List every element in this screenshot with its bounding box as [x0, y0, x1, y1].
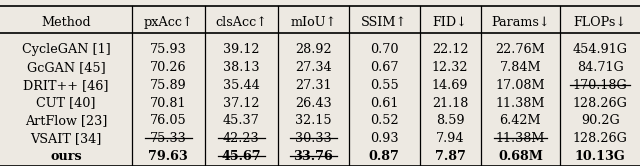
Text: 38.13: 38.13 [223, 61, 259, 74]
Text: GcGAN [45]: GcGAN [45] [26, 61, 105, 74]
Text: Params↓: Params↓ [491, 16, 550, 29]
Text: 45.67: 45.67 [221, 150, 261, 163]
Text: 0.87: 0.87 [369, 150, 399, 163]
Text: 27.31: 27.31 [295, 79, 332, 92]
Text: 70.81: 70.81 [150, 97, 186, 110]
Text: 17.08M: 17.08M [495, 79, 545, 92]
Text: 454.91G: 454.91G [573, 43, 628, 56]
Text: 30.33: 30.33 [295, 132, 332, 145]
Text: 84.71G: 84.71G [577, 61, 623, 74]
Text: ours: ours [50, 150, 82, 163]
Text: FLOPs↓: FLOPs↓ [573, 16, 627, 29]
Text: 35.44: 35.44 [223, 79, 260, 92]
Text: 79.63: 79.63 [148, 150, 188, 163]
Text: DRIT++ [46]: DRIT++ [46] [23, 79, 109, 92]
Text: 0.70: 0.70 [370, 43, 399, 56]
Text: 10.13G: 10.13G [575, 150, 625, 163]
Text: clsAcc↑: clsAcc↑ [215, 16, 268, 29]
Text: CycleGAN [1]: CycleGAN [1] [22, 43, 110, 56]
Text: 12.32: 12.32 [432, 61, 468, 74]
Text: 39.12: 39.12 [223, 43, 259, 56]
Text: 75.89: 75.89 [150, 79, 187, 92]
Text: 90.2G: 90.2G [580, 114, 620, 127]
Text: Method: Method [41, 16, 91, 29]
Text: 42.23: 42.23 [223, 132, 260, 145]
Text: 28.92: 28.92 [295, 43, 332, 56]
Text: 0.61: 0.61 [370, 97, 398, 110]
Text: SSIM↑: SSIM↑ [361, 16, 407, 29]
Text: 22.76M: 22.76M [495, 43, 545, 56]
Text: 170.18G: 170.18G [573, 79, 627, 92]
Text: 75.33: 75.33 [150, 132, 187, 145]
Text: 21.18: 21.18 [432, 97, 468, 110]
Text: 37.12: 37.12 [223, 97, 259, 110]
Text: 128.26G: 128.26G [573, 97, 628, 110]
Text: VSAIT [34]: VSAIT [34] [30, 132, 102, 145]
Text: 7.84M: 7.84M [500, 61, 541, 74]
Text: mIoU↑: mIoU↑ [290, 16, 336, 29]
Text: 45.37: 45.37 [223, 114, 260, 127]
Text: CUT [40]: CUT [40] [36, 97, 95, 110]
Text: pxAcc↑: pxAcc↑ [143, 16, 193, 29]
Text: 11.38M: 11.38M [495, 97, 545, 110]
Text: 11.38M: 11.38M [495, 132, 545, 145]
Text: 7.94: 7.94 [436, 132, 465, 145]
Text: 6.42M: 6.42M [500, 114, 541, 127]
Text: 0.67: 0.67 [370, 61, 399, 74]
Text: 32.15: 32.15 [295, 114, 332, 127]
Text: 22.12: 22.12 [432, 43, 468, 56]
Text: ArtFlow [23]: ArtFlow [23] [25, 114, 107, 127]
Text: 70.26: 70.26 [150, 61, 187, 74]
Text: 33.76: 33.76 [293, 150, 333, 163]
Text: 0.93: 0.93 [370, 132, 399, 145]
Text: 0.68M: 0.68M [498, 150, 543, 163]
Text: 0.52: 0.52 [370, 114, 399, 127]
Text: 26.43: 26.43 [295, 97, 332, 110]
Text: 75.93: 75.93 [150, 43, 187, 56]
Text: 128.26G: 128.26G [573, 132, 628, 145]
Text: 8.59: 8.59 [436, 114, 465, 127]
Text: FID↓: FID↓ [433, 16, 467, 29]
Text: 27.34: 27.34 [295, 61, 332, 74]
Text: 76.05: 76.05 [150, 114, 187, 127]
Text: 14.69: 14.69 [432, 79, 468, 92]
Text: 0.55: 0.55 [370, 79, 399, 92]
Text: 7.87: 7.87 [435, 150, 465, 163]
